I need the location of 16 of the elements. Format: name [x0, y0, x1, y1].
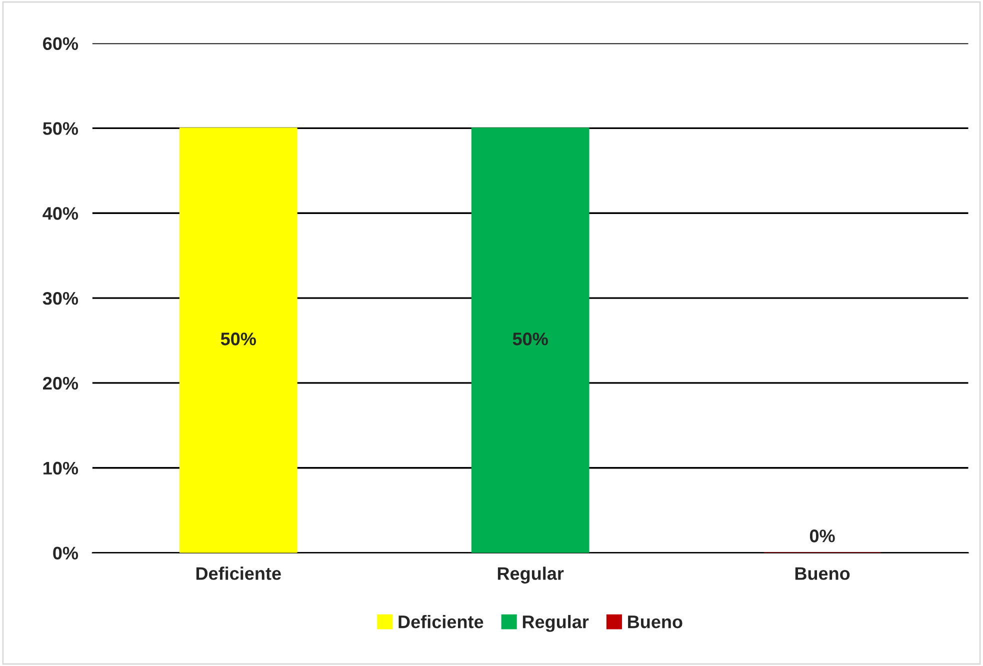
y-tick-label: 20% — [43, 376, 78, 390]
x-tick-label: Deficiente — [196, 566, 281, 580]
x-tick-label: Bueno — [795, 567, 850, 580]
x-tick-label: Regular — [498, 566, 564, 584]
legend-label: Regular — [522, 614, 589, 632]
legend-label: Bueno — [628, 616, 682, 628]
y-tick-label: 50% — [42, 122, 78, 135]
data-label: 50% — [512, 332, 548, 346]
data-label: 0% — [810, 530, 835, 542]
y-tick-label: 40% — [42, 207, 78, 220]
legend-label: Deficiente — [398, 614, 484, 628]
y-tick-label: 30% — [42, 292, 78, 305]
data-label: 50% — [220, 332, 256, 346]
y-tick-label: 60% — [43, 37, 78, 50]
y-tick-label: 0% — [53, 546, 78, 560]
y-tick-label: 10% — [44, 462, 78, 475]
